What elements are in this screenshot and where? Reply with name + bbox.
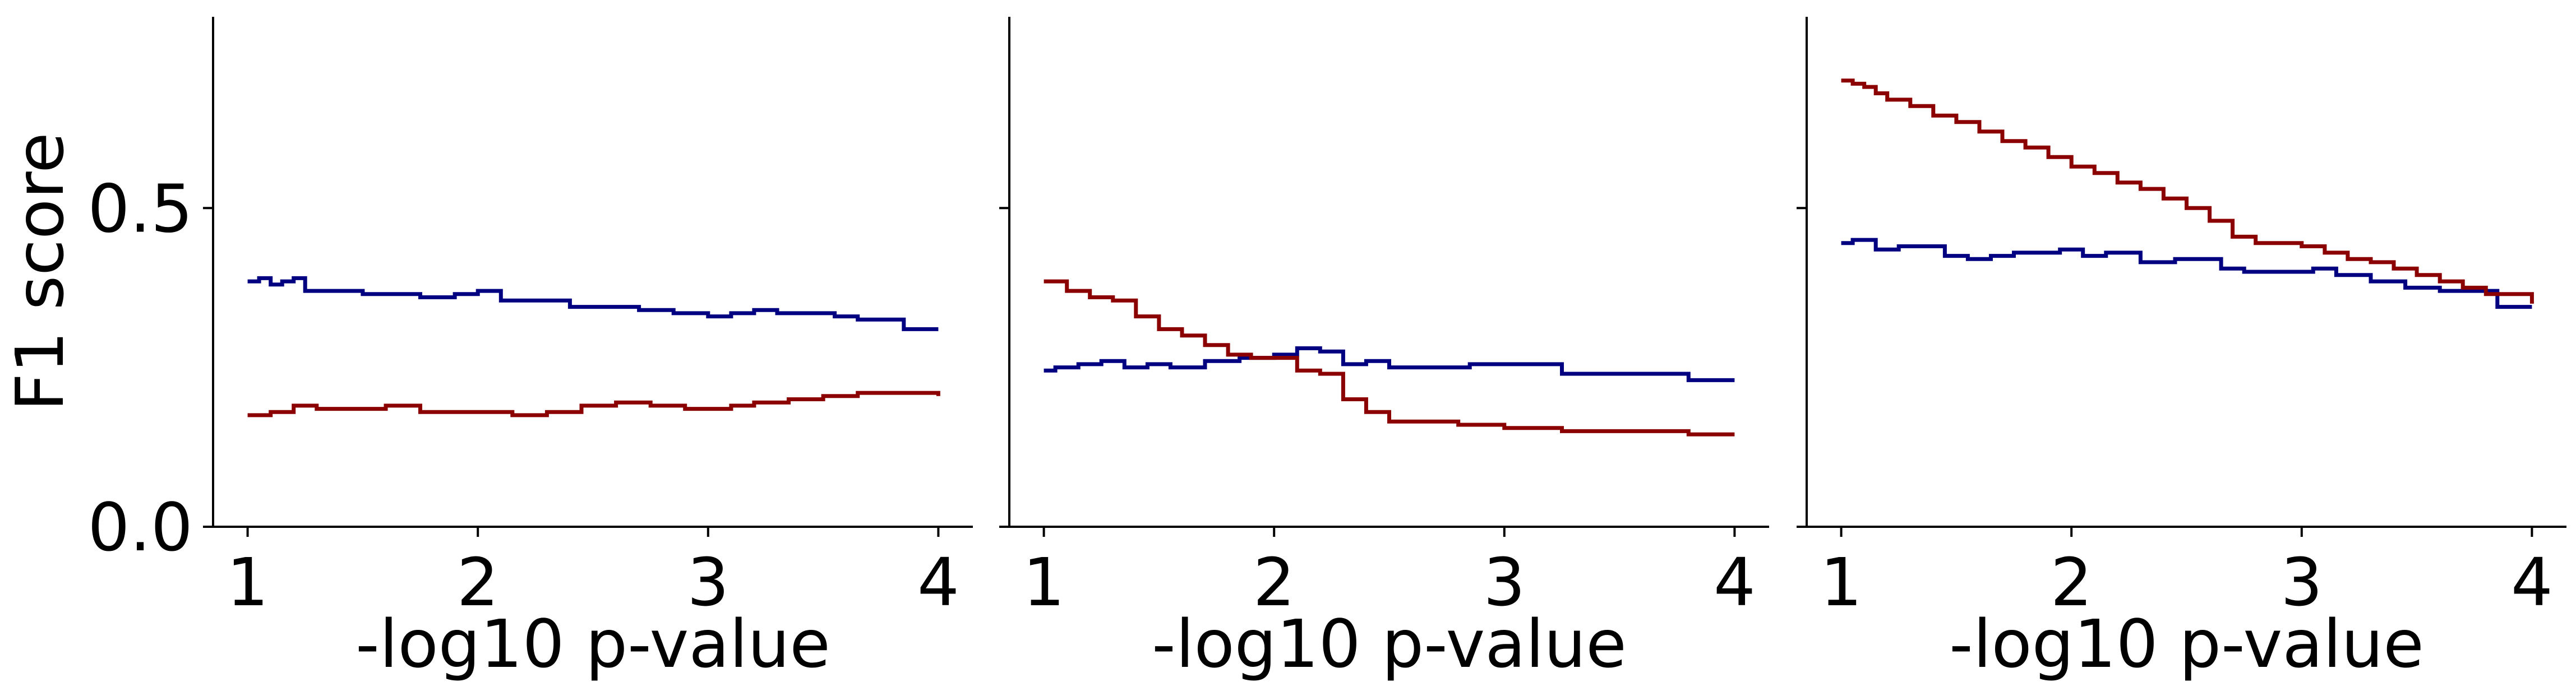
x-tick-label: 1 bbox=[1820, 544, 1862, 621]
x-tick-label: 3 bbox=[1483, 544, 1525, 621]
x-axis-label: -log10 p-value bbox=[356, 605, 830, 683]
y-tick-label: 0.0 bbox=[87, 489, 193, 566]
x-tick-label: 2 bbox=[2051, 544, 2093, 621]
x-axis-label: -log10 p-value bbox=[1949, 605, 2424, 683]
x-tick-label: 2 bbox=[457, 544, 499, 621]
series-line-darkred bbox=[1044, 279, 1735, 437]
x-tick-label: 4 bbox=[917, 544, 959, 621]
series-line-navy bbox=[247, 276, 939, 331]
x-tick-label: 1 bbox=[227, 544, 269, 621]
series-line-navy bbox=[1841, 238, 2532, 309]
x-tick-label: 4 bbox=[2511, 544, 2553, 621]
series-line-darkred bbox=[247, 391, 940, 417]
x-tick-label: 3 bbox=[687, 544, 729, 621]
series-line-navy bbox=[1044, 346, 1735, 382]
x-tick-label: 1 bbox=[1023, 544, 1065, 621]
x-tick-label: 3 bbox=[2280, 544, 2323, 621]
y-axis-label: F1 score bbox=[1, 132, 79, 411]
series-line-darkred bbox=[1841, 78, 2534, 304]
subplot-3: 1 2 3 4 -log10 p-value bbox=[1797, 17, 2566, 683]
x-axis-label: -log10 p-value bbox=[1152, 605, 1627, 683]
subplot-2: 1 2 3 4 -log10 p-value bbox=[999, 17, 1769, 683]
y-tick-label: 0.5 bbox=[87, 170, 193, 247]
x-tick-label: 4 bbox=[1714, 544, 1756, 621]
x-tick-label: 2 bbox=[1253, 544, 1295, 621]
subplot-1: 1 2 3 4 0.0 0.5 -log10 p-value bbox=[87, 17, 973, 683]
subplot-grid: 1 2 3 4 0.0 0.5 -log10 p-value 1 2 3 4 -log10 p-val… bbox=[87, 17, 2566, 683]
